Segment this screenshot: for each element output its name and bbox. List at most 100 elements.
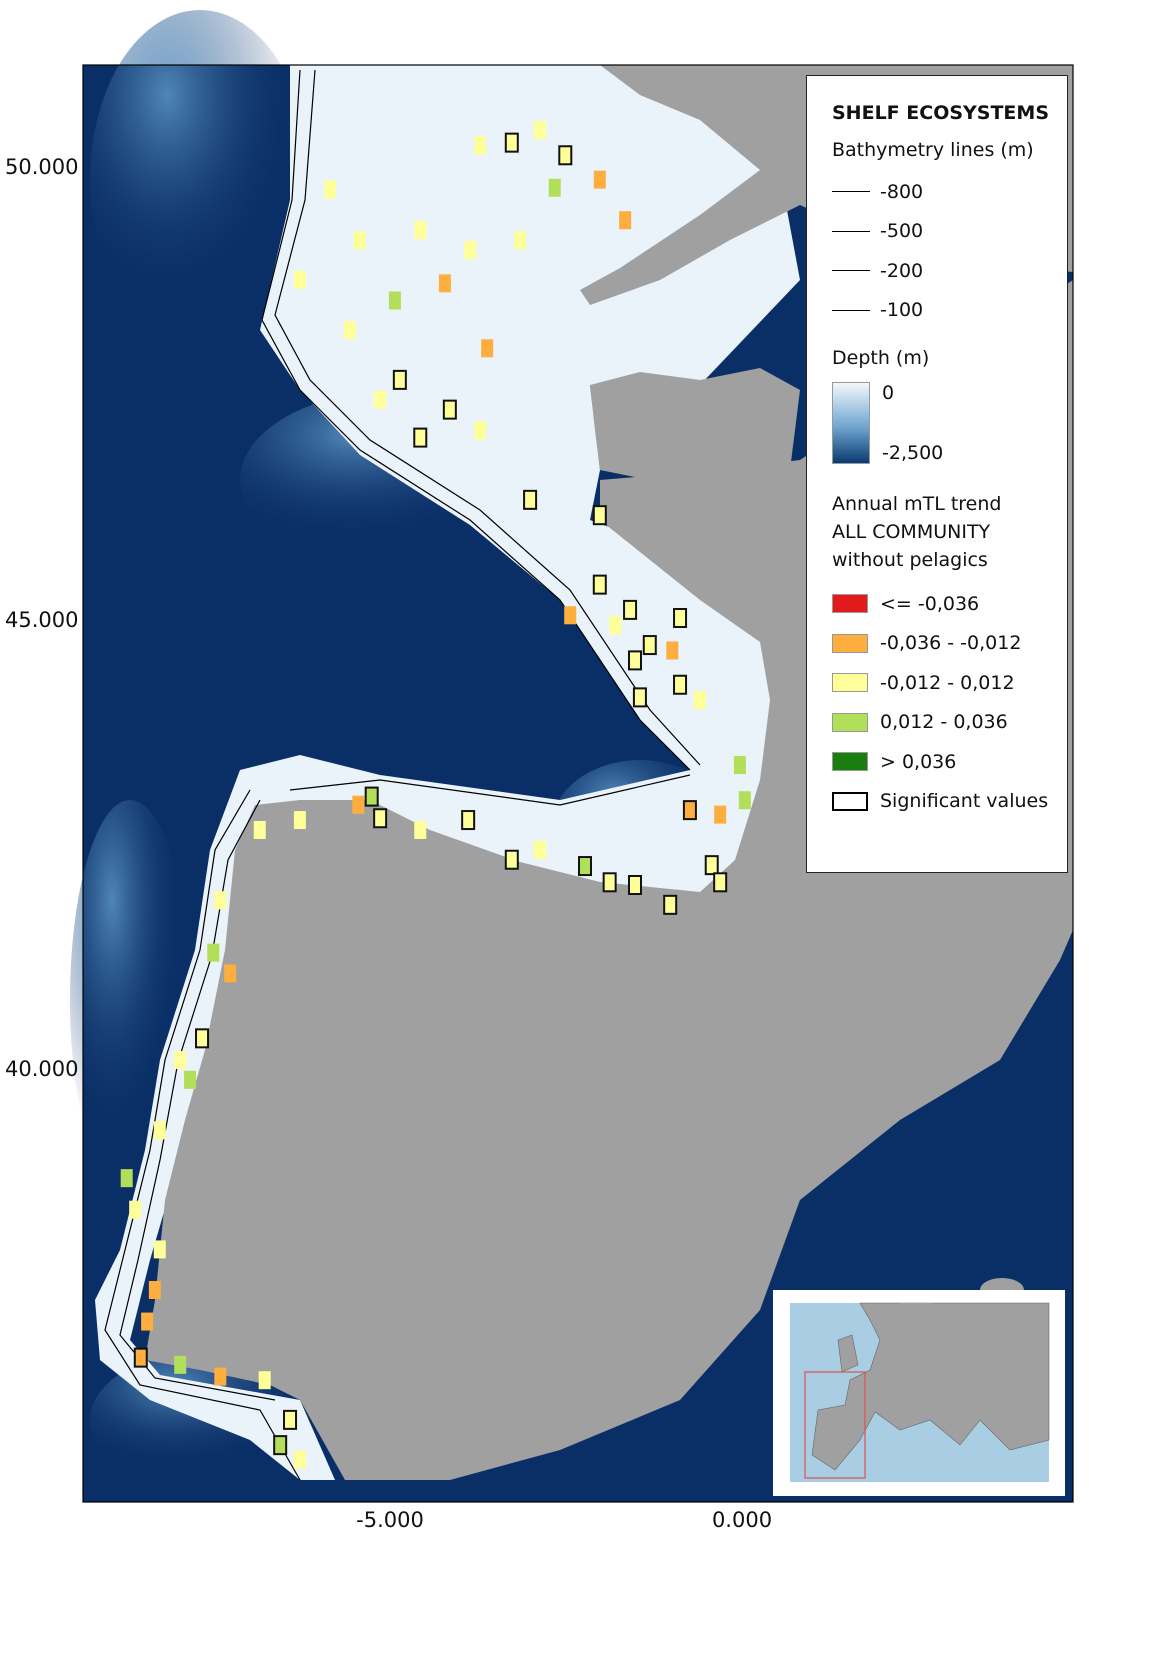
trend-cell-significant [373,808,388,829]
trend-cell [153,1121,166,1140]
line-swatch [832,191,870,193]
trend-cell [293,270,306,289]
trend-cell [414,221,427,240]
trend-cell-significant [682,800,697,821]
trend-cell-significant [273,1435,288,1456]
color-swatch [832,752,868,772]
trend-cell [324,180,337,199]
trend-heading: without pelagics [832,549,988,571]
trend-heading: ALL COMMUNITY [832,521,991,543]
trend-cell-significant [133,1347,148,1368]
trend-cell [214,891,227,910]
significant-swatch [832,791,868,811]
line-swatch [832,309,870,311]
significant-label: Significant values [880,790,1049,813]
trend-cell-significant [673,674,688,695]
trend-cell [120,1169,133,1188]
lon-tick-minus5: -5.000 [356,1508,424,1532]
bathymetry-heading: Bathymetry lines (m) [832,139,1034,161]
trend-cell [148,1280,161,1299]
trend-cell [293,1450,306,1469]
trend-cell [388,291,401,310]
legend-title: SHELF ECOSYSTEMS [832,102,1049,124]
map-frame [82,64,1074,1503]
trend-cell [258,1371,271,1390]
trend-cell [438,274,451,293]
legend-class-r: <= -0,036 [832,584,1067,624]
color-swatch [832,673,868,693]
lat-tick-45: 45.000 [5,608,79,632]
trend-cell-significant [364,786,379,807]
trend-cell-significant [442,399,457,420]
trend-cell-significant [627,650,642,671]
trend-cell [374,390,387,409]
trend-cell [174,1355,187,1374]
lat-tick-40: 40.000 [5,1057,79,1081]
legend-class-y: -0,012 - 0,012 [832,663,1067,703]
trend-cells [120,121,751,1469]
bathy-label: -100 [880,299,924,322]
trend-cell [738,791,751,810]
legend-class-g: 0,012 - 0,036 [832,703,1067,743]
trend-cell-significant [713,872,728,893]
trend-cell [619,211,632,230]
trend-cell [474,421,487,440]
land-brittany [590,368,800,480]
trend-cell [214,1367,227,1386]
trend-cell-significant [663,894,678,915]
trend-cell-significant [673,608,688,628]
trend-cell-significant [592,505,607,526]
color-swatch [832,594,868,614]
trend-cell-significant [592,574,607,595]
trend-cell-significant [523,489,538,510]
trend-cell-significant [632,687,647,708]
trend-cell-significant [642,635,657,656]
legend-class-dg: > 0,036 [832,742,1067,782]
depth-max-label: 0 [882,382,895,404]
legend: SHELF ECOSYSTEMS Bathymetry lines (m) -8… [806,75,1068,873]
trend-cell-significant [283,1409,298,1430]
lat-tick-50: 50.000 [5,155,79,179]
trend-cell [207,943,220,962]
bathy-label: -800 [880,180,924,203]
trend-cell [514,231,527,250]
trend-cell-significant [623,599,638,620]
trend-cell [129,1200,142,1219]
trend-cell [564,606,577,625]
trend-cell [548,178,561,197]
trend-cell [414,820,427,839]
class-label: <= -0,036 [880,592,980,615]
trend-cell [353,231,366,250]
inset-extent-box [804,1371,866,1479]
trend-cell [464,240,477,259]
trend-cell [253,820,266,839]
trend-cell [352,795,365,814]
trend-cell [343,321,356,340]
class-label: 0,012 - 0,036 [880,711,1008,734]
trend-cell-significant [704,855,719,876]
trend-cell [141,1312,154,1331]
trend-cell [293,811,306,830]
trend-cell [174,1050,187,1069]
trend-cell-significant [627,874,642,895]
trend-cell [693,691,706,710]
trend-cell [609,616,622,635]
trend-cell [184,1070,197,1089]
trend-cell [714,805,727,824]
trend-cell-significant [602,872,617,893]
trend-cell [666,641,679,660]
trend-cell-significant [504,849,519,870]
bathy-label: -500 [880,220,924,243]
trend-heading: Annual mTL trend [832,493,1002,515]
depth-gradient-swatch [832,382,870,464]
class-label: > 0,036 [880,750,957,773]
trend-cell-significant [413,427,428,448]
trend-cell [153,1240,166,1259]
trend-cell [533,840,546,859]
class-label: -0,036 - -0,012 [880,632,1022,655]
trend-cell-significant [504,132,519,153]
trend-cell-significant [195,1028,210,1049]
legend-class-o: -0,036 - -0,012 [832,624,1067,664]
depth-min-label: -2,500 [882,442,944,464]
